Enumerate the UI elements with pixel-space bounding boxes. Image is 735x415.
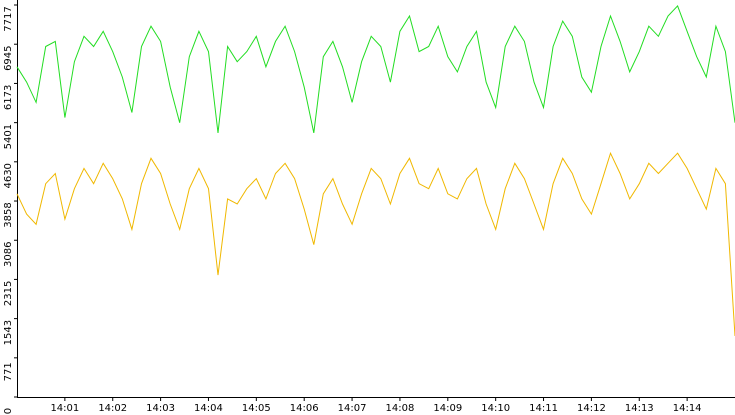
x-tick-label: 14:09 bbox=[433, 403, 462, 414]
x-tick-label: 14:08 bbox=[386, 403, 415, 414]
x-tick-label: 14:05 bbox=[242, 403, 271, 414]
x-tick-label: 14:11 bbox=[529, 403, 558, 414]
series-line bbox=[16, 151, 735, 337]
x-tick-label: 14:06 bbox=[290, 403, 319, 414]
x-tick-label: 14:10 bbox=[481, 403, 510, 414]
y-tick-label: 4630 bbox=[3, 163, 14, 188]
x-tick-label: 14:04 bbox=[194, 403, 223, 414]
y-tick-label: 2315 bbox=[3, 281, 14, 306]
y-tick-label: 3086 bbox=[3, 242, 14, 267]
y-tick-label: 3858 bbox=[3, 202, 14, 227]
x-tick-label: 14:13 bbox=[625, 403, 654, 414]
series-line bbox=[16, 4, 735, 134]
y-tick-label: 1543 bbox=[3, 320, 14, 345]
x-tick-label: 14:02 bbox=[98, 403, 127, 414]
y-tick-label: 6173 bbox=[3, 85, 14, 110]
y-tick-label: 5401 bbox=[3, 124, 14, 149]
x-tick-label: 14:12 bbox=[577, 403, 606, 414]
y-tick-label: 771 bbox=[3, 362, 14, 381]
x-tick-label: 14:01 bbox=[50, 403, 79, 414]
y-tick-label: 6945 bbox=[3, 45, 14, 70]
y-tick-label: 7717 bbox=[3, 6, 14, 31]
x-tick-label: 14:03 bbox=[146, 403, 175, 414]
x-tick-label: 14:07 bbox=[338, 403, 367, 414]
y-tick-label: 0 bbox=[3, 408, 14, 414]
x-tick-label: 14:14 bbox=[673, 403, 702, 414]
